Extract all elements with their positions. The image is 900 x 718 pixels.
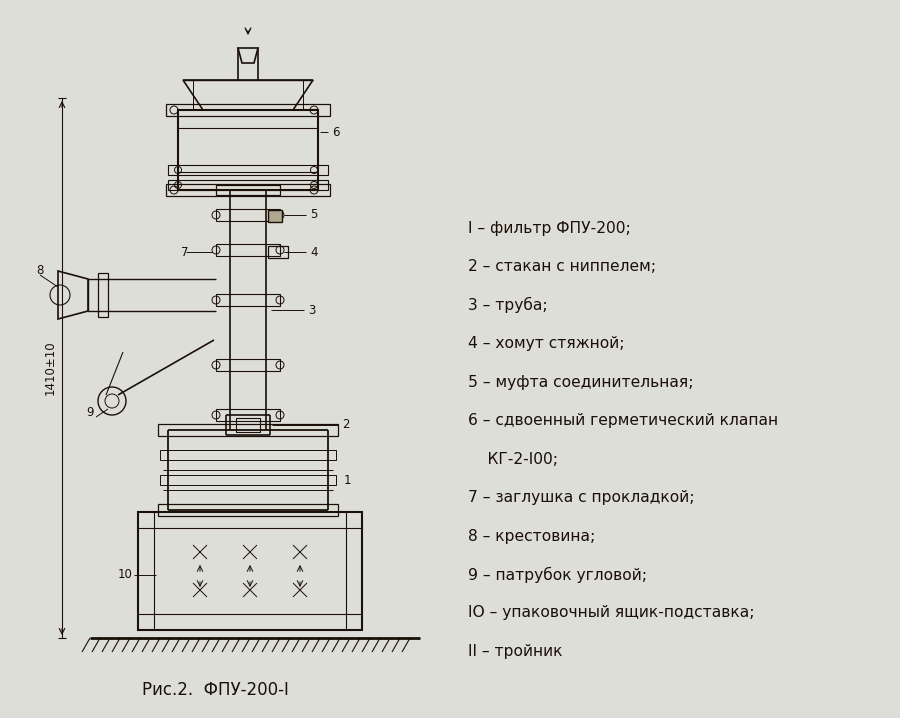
Bar bbox=[168, 165, 328, 175]
Bar bbox=[216, 294, 280, 306]
Bar bbox=[216, 185, 280, 195]
Text: 8 – крестовина;: 8 – крестовина; bbox=[468, 528, 595, 544]
Text: 10: 10 bbox=[118, 569, 133, 582]
Text: 5 – муфта соединительная;: 5 – муфта соединительная; bbox=[468, 375, 694, 389]
Text: 5: 5 bbox=[310, 208, 318, 221]
Bar bbox=[216, 209, 280, 221]
Bar bbox=[98, 273, 108, 317]
Bar bbox=[216, 185, 280, 195]
Bar bbox=[158, 504, 338, 516]
Text: 9 – патрубок угловой;: 9 – патрубок угловой; bbox=[468, 567, 647, 582]
Bar bbox=[268, 210, 282, 222]
Bar bbox=[216, 409, 280, 421]
Bar bbox=[158, 424, 338, 436]
Bar bbox=[236, 418, 260, 432]
Text: I – фильтр ФПУ-200;: I – фильтр ФПУ-200; bbox=[468, 220, 631, 236]
Bar bbox=[160, 475, 336, 485]
Text: 7: 7 bbox=[181, 246, 188, 258]
Text: 6: 6 bbox=[332, 126, 339, 139]
Text: 3: 3 bbox=[308, 304, 315, 317]
Text: 7 – заглушка с прокладкой;: 7 – заглушка с прокладкой; bbox=[468, 490, 695, 505]
Bar bbox=[168, 180, 328, 190]
Bar bbox=[166, 104, 330, 116]
Text: Рис.2.  ФПУ-200-I: Рис.2. ФПУ-200-I bbox=[141, 681, 288, 699]
Text: 1410±10: 1410±10 bbox=[43, 340, 57, 396]
Bar bbox=[268, 246, 288, 258]
Bar bbox=[216, 244, 280, 256]
Text: 3 – труба;: 3 – труба; bbox=[468, 297, 547, 313]
Text: 4: 4 bbox=[310, 246, 318, 258]
Bar bbox=[178, 110, 318, 190]
Bar bbox=[160, 450, 336, 460]
Text: 9: 9 bbox=[86, 406, 94, 419]
Text: 6 – сдвоенный герметический клапан: 6 – сдвоенный герметический клапан bbox=[468, 413, 778, 428]
Text: 1: 1 bbox=[344, 473, 352, 487]
Bar bbox=[138, 512, 362, 630]
Text: II – тройник: II – тройник bbox=[468, 644, 562, 659]
Text: IO – упаковочный ящик-подставка;: IO – упаковочный ящик-подставка; bbox=[468, 605, 754, 620]
Text: 8: 8 bbox=[36, 264, 43, 276]
Bar bbox=[166, 184, 330, 196]
Text: 2: 2 bbox=[342, 419, 349, 432]
Text: 2 – стакан с ниппелем;: 2 – стакан с ниппелем; bbox=[468, 259, 656, 274]
Bar bbox=[216, 359, 280, 371]
Text: 4 – хомут стяжной;: 4 – хомут стяжной; bbox=[468, 336, 625, 351]
Text: КГ-2-I00;: КГ-2-I00; bbox=[468, 452, 558, 467]
